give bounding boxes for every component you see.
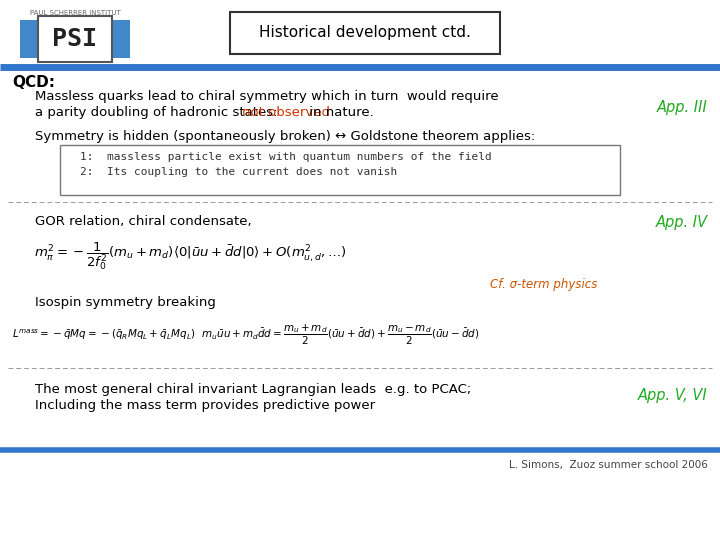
- Text: not observed: not observed: [242, 106, 330, 119]
- Text: The most general chiral invariant Lagrangian leads  e.g. to PCAC;: The most general chiral invariant Lagran…: [35, 383, 472, 396]
- Text: PAUL SCHERRER INSTITUT: PAUL SCHERRER INSTITUT: [30, 10, 120, 16]
- Text: Symmetry is hidden (spontaneously broken) ↔ Goldstone theorem applies:: Symmetry is hidden (spontaneously broken…: [35, 130, 535, 143]
- Text: Cf. σ-term physics: Cf. σ-term physics: [490, 278, 598, 291]
- Bar: [38, 16, 112, 62]
- Text: App. V, VI: App. V, VI: [638, 388, 708, 403]
- Text: App. III: App. III: [657, 100, 708, 115]
- Bar: [60, 145, 620, 195]
- Text: Isospin symmetry breaking: Isospin symmetry breaking: [35, 296, 216, 309]
- Text: $m_\pi^2 = -\dfrac{1}{2f_0^2}(m_u+m_d)\langle 0|\bar{u}u+\bar{d}d|0\rangle + O(m: $m_\pi^2 = -\dfrac{1}{2f_0^2}(m_u+m_d)\l…: [34, 240, 346, 272]
- Text: QCD:: QCD:: [12, 75, 55, 90]
- Text: L. Simons,  Zuoz summer school 2006: L. Simons, Zuoz summer school 2006: [509, 460, 708, 470]
- Text: Historical development ctd.: Historical development ctd.: [259, 25, 471, 40]
- Text: Including the mass term provides predictive power: Including the mass term provides predict…: [35, 399, 375, 412]
- Text: 2:  Its coupling to the current does not vanish: 2: Its coupling to the current does not …: [80, 167, 397, 177]
- Text: a parity doubling of hadronic states:: a parity doubling of hadronic states:: [35, 106, 286, 119]
- Text: $\mathit{L}^{mass}=-\bar{q}Mq=-(\bar{q}_RMq_L+\bar{q}_LMq_L)\ \ m_u\bar{u}u+m_d\: $\mathit{L}^{mass}=-\bar{q}Mq=-(\bar{q}_…: [12, 323, 480, 347]
- Bar: [20, 20, 130, 58]
- Text: Massless quarks lead to chiral symmetry which in turn  would require: Massless quarks lead to chiral symmetry …: [35, 90, 499, 103]
- Text: App. IV: App. IV: [656, 215, 708, 230]
- Text: 1:  massless particle exist with quantum numbers of the field: 1: massless particle exist with quantum …: [80, 152, 492, 162]
- Text: in nature.: in nature.: [305, 106, 374, 119]
- Text: GOR relation, chiral condensate,: GOR relation, chiral condensate,: [35, 215, 251, 228]
- Text: PSI: PSI: [53, 27, 97, 51]
- Bar: [230, 12, 500, 54]
